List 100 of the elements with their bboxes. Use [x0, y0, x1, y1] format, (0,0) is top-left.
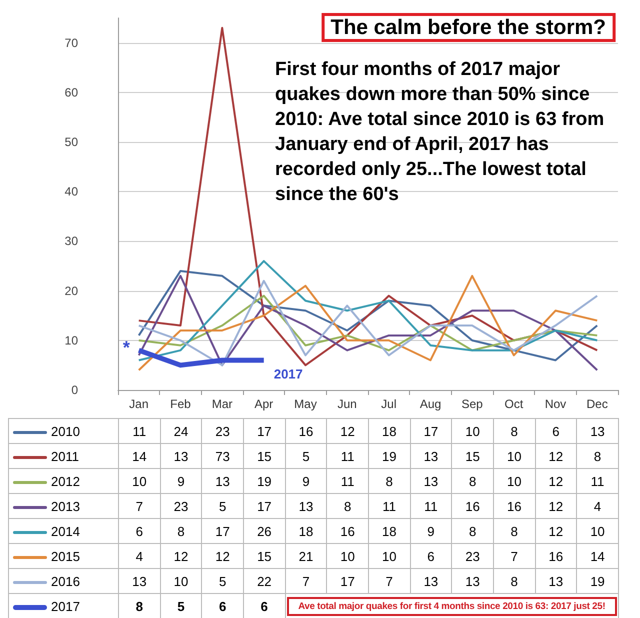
- text: First four months of 2017 major quakes down more than 50% since 2010: Ave total since 2010 is 63 from January end of April, 2017 has recorded only 25...The lowest total since the 60's: [275, 59, 610, 205]
- data-label: 6: [243, 594, 286, 618]
- x-tick-label: Nov: [544, 397, 566, 411]
- data-label: 16: [452, 494, 494, 518]
- data-label: 6: [118, 518, 160, 544]
- data-label: 10: [493, 468, 536, 494]
- data-label: 4: [118, 544, 160, 568]
- y-tick-label: 40: [64, 184, 78, 199]
- x-tick-label: Aug: [420, 397, 442, 411]
- data-label: 7: [368, 568, 410, 594]
- data-label: 13: [202, 468, 244, 494]
- data-label: 7: [118, 494, 160, 518]
- legend-label: 2017: [8, 594, 118, 618]
- data-label: 10: [368, 544, 410, 568]
- data-label: 4: [576, 494, 618, 518]
- legend-label: 2015: [8, 544, 118, 568]
- data-label: 8: [368, 468, 410, 494]
- data-label: 8: [493, 418, 536, 444]
- legend-label: 2012: [8, 468, 118, 494]
- text: 2017: [274, 366, 303, 382]
- data-label: 23: [452, 544, 494, 568]
- y-tick-label: 0: [71, 383, 78, 397]
- data-label: 10: [118, 468, 160, 494]
- y-tick-label: 50: [64, 135, 78, 149]
- x-tick-label: Jun: [337, 397, 357, 411]
- data-label: 6: [535, 418, 577, 444]
- data-label: 18: [368, 518, 410, 544]
- data-label: 16: [326, 518, 368, 544]
- data-label: 8: [452, 468, 494, 494]
- data-label: 19: [576, 568, 618, 594]
- data-label: 8: [326, 494, 368, 518]
- data-label: 11: [410, 494, 452, 518]
- x-tick-label: Apr: [254, 397, 274, 411]
- data-label: 24: [160, 418, 202, 444]
- data-label: 23: [160, 494, 202, 518]
- data-label: 19: [243, 468, 286, 494]
- data-label: 13: [410, 468, 452, 494]
- data-label: 11: [326, 468, 368, 494]
- data-label: 22: [243, 568, 286, 594]
- data-label: 16: [535, 544, 577, 568]
- data-label: 12: [535, 468, 577, 494]
- legend-label: 2016: [8, 568, 118, 594]
- data-label: 17: [243, 418, 286, 444]
- legend-label: 2010: [8, 418, 118, 444]
- data-label: 11: [326, 444, 368, 468]
- data-label: 19: [368, 444, 410, 468]
- data-label: 6: [202, 594, 244, 618]
- data-label: 7: [285, 568, 327, 594]
- data-label: 14: [576, 544, 618, 568]
- y-tick-label: 60: [64, 85, 78, 100]
- data-label: 11: [368, 494, 410, 518]
- y-tick-label: 30: [64, 234, 78, 248]
- data-label: 11: [118, 418, 160, 444]
- x-tick-label: Jan: [129, 397, 149, 411]
- data-label: 12: [160, 544, 202, 568]
- legend-label: 2013: [8, 494, 118, 518]
- data-label: 6: [410, 544, 452, 568]
- data-label: 9: [160, 468, 202, 494]
- x-tick-label: Jul: [381, 397, 397, 411]
- data-label: 9: [285, 468, 327, 494]
- x-tick-label: Feb: [170, 397, 192, 411]
- x-tick-label: Oct: [504, 397, 524, 411]
- data-label: 18: [368, 418, 410, 444]
- legend-label: 2014: [8, 518, 118, 544]
- data-label: 15: [243, 444, 286, 468]
- data-label: 8: [160, 518, 202, 544]
- data-label: 16: [493, 494, 536, 518]
- data-label: 12: [202, 544, 244, 568]
- data-label: 15: [452, 444, 494, 468]
- data-label: 23: [202, 418, 244, 444]
- data-label: 13: [535, 568, 577, 594]
- data-label: 18: [285, 518, 327, 544]
- data-label: 12: [535, 444, 577, 468]
- data-label: 10: [326, 544, 368, 568]
- y-tick-label: 10: [64, 333, 78, 348]
- x-tick-label: Mar: [212, 397, 233, 411]
- data-label: 14: [118, 444, 160, 468]
- data-label: 13: [118, 568, 160, 594]
- data-label: 12: [326, 418, 368, 444]
- data-label: 16: [285, 418, 327, 444]
- data-label: 17: [243, 494, 286, 518]
- data-label: 15: [243, 544, 286, 568]
- data-label: 8: [576, 444, 618, 468]
- data-label: 9: [410, 518, 452, 544]
- y-tick-label: 70: [64, 36, 78, 50]
- x-tick-label: May: [294, 397, 317, 411]
- data-label: 8: [118, 594, 160, 618]
- data-label: 8: [493, 568, 536, 594]
- data-label: 13: [285, 494, 327, 518]
- data-label: 11: [576, 468, 618, 494]
- legend-label: 2011: [8, 444, 118, 468]
- x-tick-label: Sep: [461, 397, 484, 411]
- line-series: [138, 294, 598, 352]
- data-label: 5: [202, 568, 244, 594]
- data-label: 5: [285, 444, 327, 468]
- data-label: 7: [493, 544, 536, 568]
- data-label: 21: [285, 544, 327, 568]
- text: Ave total major quakes for first 4 months since 2010 is 63: 2017 just 25!: [286, 596, 617, 616]
- data-label: 13: [576, 418, 618, 444]
- data-label: 73: [202, 444, 244, 468]
